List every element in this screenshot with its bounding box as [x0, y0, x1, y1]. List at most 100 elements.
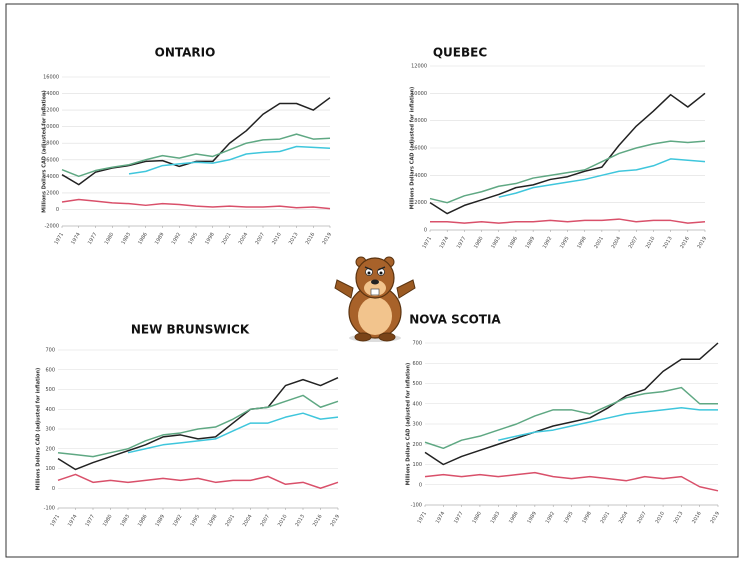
x-tick-label: 2016	[679, 236, 691, 250]
x-tick-label: 1986	[137, 232, 149, 246]
x-tick-label: 2001	[224, 514, 236, 528]
y-tick-label: 500	[412, 381, 422, 387]
x-tick-label: 2013	[294, 514, 306, 528]
y-tick-label: 12000	[411, 64, 427, 70]
y-tick-label: 100	[412, 462, 422, 468]
x-tick-label: 2019	[321, 232, 333, 246]
x-tick-label: 1998	[204, 232, 216, 246]
x-tick-label: 2001	[593, 236, 605, 250]
y-tick-label: 2000	[414, 200, 427, 206]
series-line	[429, 140, 706, 204]
x-tick-label: 1995	[563, 511, 575, 525]
y-tick-label: 2000	[46, 190, 59, 196]
y-tick-label: 700	[45, 348, 55, 354]
x-tick-label: 1998	[581, 511, 593, 525]
x-tick-label: 1980	[102, 514, 114, 528]
y-tick-label: 0	[424, 228, 427, 234]
x-tick-label: 1983	[119, 514, 131, 528]
chart-title: ONTARIO	[155, 46, 216, 60]
y-axis-label: Millions Dollars CAD (adjusted for infla…	[406, 363, 412, 486]
x-tick-label: 1986	[507, 236, 519, 250]
x-tick-label: 1995	[187, 232, 199, 246]
chart: ONTARIO Millions Dollars CAD (adjusted fo…	[42, 46, 334, 246]
series-line	[128, 145, 331, 175]
y-tick-label: 100	[45, 466, 55, 472]
beaver	[334, 256, 416, 342]
series-line	[424, 386, 718, 450]
x-tick-label: 1983	[120, 232, 132, 246]
x-tick-label: 2007	[254, 232, 266, 246]
y-tick-label: 600	[45, 367, 55, 373]
x-tick-label: 1980	[471, 511, 483, 525]
x-tick-label: 2007	[259, 514, 271, 528]
chart: NEW BRUNSWICK Millions Dollars CAD (adjus…	[36, 323, 342, 528]
chart-title: NOVA SCOTIA	[409, 313, 501, 327]
x-tick-label: 1992	[172, 514, 184, 528]
x-tick-label: 2010	[645, 236, 657, 250]
y-tick-label: 10000	[411, 91, 427, 97]
y-tick-label: 400	[45, 407, 55, 413]
x-tick-label: 2001	[600, 511, 612, 525]
y-tick-label: 200	[45, 446, 55, 452]
x-tick-label: 2013	[662, 236, 674, 250]
x-tick-label: 1983	[490, 511, 502, 525]
x-tick-label: 2010	[271, 232, 283, 246]
x-tick-label: 2007	[636, 511, 648, 525]
y-tick-label: 0	[419, 482, 422, 488]
x-tick-label: 2010	[277, 514, 289, 528]
series-line	[430, 218, 706, 224]
x-tick-label: 1977	[87, 232, 99, 246]
series-line	[424, 342, 719, 466]
x-tick-label: 2016	[691, 511, 703, 525]
x-tick-label: 2016	[312, 514, 324, 528]
x-tick-label: 2016	[305, 232, 317, 246]
y-tick-label: 12000	[43, 108, 59, 114]
series-line	[57, 394, 339, 458]
y-tick-label: -100	[411, 503, 422, 509]
x-tick-label: 1995	[189, 514, 201, 528]
x-tick-label: 1989	[526, 511, 538, 525]
x-tick-label: 2019	[709, 511, 721, 525]
series-line	[127, 412, 339, 454]
y-tick-label: 6000	[46, 157, 59, 163]
x-tick-label: 1971	[421, 236, 433, 250]
x-tick-label: 1989	[525, 236, 537, 250]
x-tick-label: 2004	[611, 236, 623, 250]
y-tick-label: -100	[44, 506, 55, 512]
y-tick-label: 0	[56, 207, 59, 213]
x-tick-label: 2019	[696, 236, 708, 250]
x-tick-label: 1977	[453, 511, 465, 525]
y-tick-label: 300	[412, 422, 422, 428]
x-tick-label: 1989	[154, 514, 166, 528]
x-tick-label: 1974	[70, 232, 82, 246]
x-tick-label: 1974	[67, 514, 79, 528]
y-tick-label: 0	[52, 486, 55, 492]
x-tick-label: 1971	[53, 232, 65, 246]
x-tick-label: 1995	[559, 236, 571, 250]
x-tick-label: 1971	[49, 514, 61, 528]
x-tick-label: 1980	[473, 236, 485, 250]
x-tick-label: 1986	[137, 514, 149, 528]
x-tick-label: 1971	[416, 511, 428, 525]
x-tick-label: 1992	[542, 236, 554, 250]
chart: QUEBEC Millions Dollars CAD (adjusted for…	[410, 46, 709, 250]
y-tick-label: 14000	[43, 91, 59, 97]
y-tick-label: -2000	[44, 224, 59, 230]
x-tick-label: 1974	[439, 236, 451, 250]
y-axis-label: Millions Dollars CAD (adjusted for infla…	[410, 87, 416, 210]
x-tick-label: 1977	[456, 236, 468, 250]
chart: NOVA SCOTIA Millions Dollars CAD (adjuste…	[406, 313, 722, 525]
y-axis-label: Millions Dollars CAD (adjusted for infla…	[36, 368, 42, 491]
x-tick-label: 1974	[435, 511, 447, 525]
x-tick-label: 1992	[171, 232, 183, 246]
x-tick-label: 2013	[673, 511, 685, 525]
x-tick-label: 1989	[154, 232, 166, 246]
y-axis-label: Millions Dollars CAD (adjusted for infla…	[42, 90, 48, 213]
series-line	[429, 92, 706, 215]
x-tick-label: 2004	[618, 511, 630, 525]
chart-title: QUEBEC	[433, 46, 487, 60]
x-tick-label: 2004	[242, 514, 254, 528]
x-tick-label: 1992	[545, 511, 557, 525]
y-tick-label: 200	[412, 442, 422, 448]
